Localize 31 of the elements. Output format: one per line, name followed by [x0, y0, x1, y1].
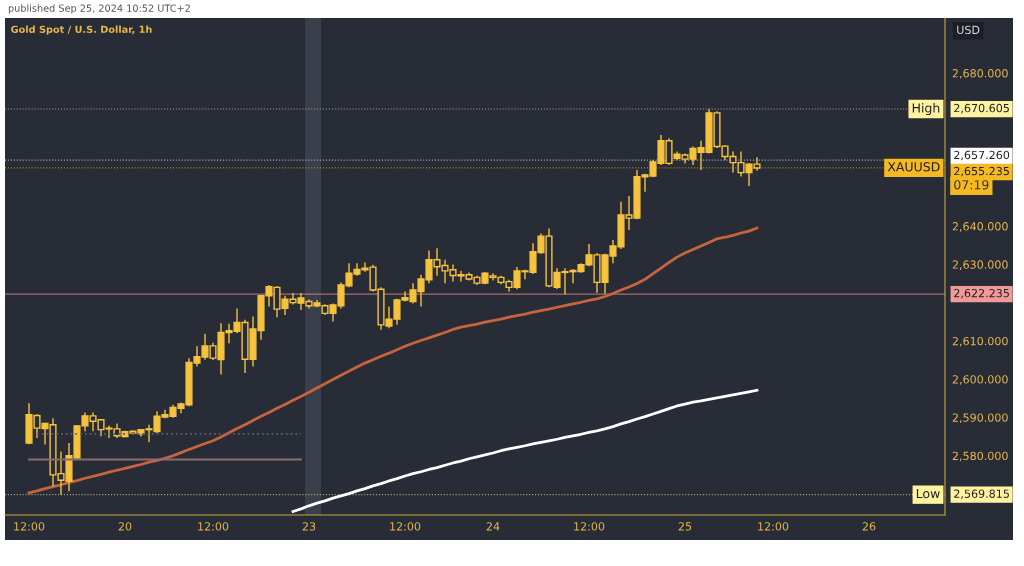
ref-line-label: Low — [916, 489, 940, 499]
text: Gold Spot / U.S. Dollar, 1h — [11, 25, 152, 35]
ref-line-label: XAUUSD — [887, 162, 940, 172]
y-tick-label: 2,590.000 — [952, 413, 1008, 423]
text: 07:19 — [954, 180, 989, 190]
line-series — [27, 226, 759, 495]
y-tick-label: 2,569.815 — [954, 489, 1009, 500]
text: published Sep 25, 2024 10:52 UTC+2 — [8, 4, 190, 14]
x-tick-label: 12:00 — [574, 522, 605, 531]
ref-line-label: High — [912, 102, 940, 116]
y-tick-label: 2,580.000 — [952, 451, 1008, 462]
x-tick-label: 25 — [678, 522, 692, 531]
y-tick-label: 2,622.235 — [954, 288, 1009, 299]
x-tick-label: 12:00 — [198, 522, 229, 531]
y-tick-label: 2,610.000 — [952, 336, 1008, 347]
y-tick-label: 2,657.260 — [954, 150, 1010, 161]
x-tick-label: 12:00 — [14, 522, 45, 531]
y-tick-label: 2,670.605 — [954, 103, 1009, 114]
x-tick-label: 20 — [118, 522, 132, 531]
text: USD — [957, 25, 980, 35]
x-tick-label: 24 — [486, 522, 500, 531]
y-tick-label: 2,680.000 — [952, 69, 1008, 79]
y-tick-label: 2,600.000 — [952, 375, 1008, 385]
x-tick-label: 12:00 — [758, 522, 789, 531]
y-tick-label: 2,630.000 — [952, 260, 1008, 270]
line-series — [291, 388, 759, 513]
x-tick-label: 26 — [862, 522, 876, 531]
x-tick-label: 12:00 — [390, 522, 421, 531]
y-tick-label: 2,640.000 — [952, 222, 1008, 232]
y-tick-label: 2,655.235 — [954, 166, 1009, 177]
x-tick-label: 23 — [302, 522, 316, 531]
